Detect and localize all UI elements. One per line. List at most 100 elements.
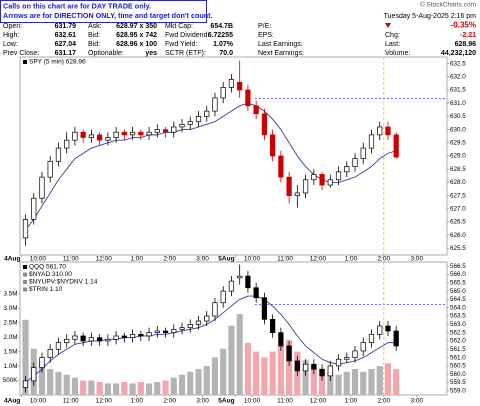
legend-swatch (23, 60, 27, 64)
legend-swatch (23, 287, 27, 292)
candle-body (261, 113, 268, 136)
candle-body (195, 116, 202, 123)
x-tick-label: 12:00 (310, 398, 327, 405)
quote-date: Tuesday 5-Aug-2025 2:16 pm (384, 13, 477, 20)
candle-body (88, 337, 95, 342)
x-tick-label: 1:00 (130, 398, 143, 405)
y-tick-label: 563.5 (450, 313, 466, 320)
candle-body (105, 137, 111, 141)
candle-body (39, 176, 45, 199)
candle-body (80, 335, 86, 342)
quote-value: 628.96 x 100 (116, 41, 157, 48)
y2-tick-label: 2.5M (4, 319, 18, 326)
credit: © StockCharts.com (420, 1, 476, 9)
candle-body (228, 79, 235, 88)
x-tick-label: 3:00 (410, 398, 423, 405)
candle-body (154, 330, 160, 334)
candle-body (368, 134, 375, 149)
candle-body (121, 335, 127, 338)
candle-body (286, 345, 292, 362)
candle-body (31, 197, 37, 220)
quote-label: Last: (385, 41, 400, 48)
candle-body (344, 166, 350, 173)
x-tick-label: 10:00 (30, 256, 47, 263)
x-tick-label: 3:00 (196, 398, 209, 405)
volume-bar (384, 363, 392, 395)
candle-body (187, 121, 193, 125)
x-tick-label: 1:00 (345, 398, 358, 405)
candle-body (360, 342, 366, 352)
x-tick-label: 10:00 (244, 398, 261, 405)
notice-line: Arrows are for DIRECTION ONLY, time and … (3, 11, 213, 20)
candle-body (245, 275, 251, 289)
quote-label: Fwd Yield: (165, 41, 197, 48)
candle-body (113, 131, 119, 138)
volume-bar (343, 371, 350, 395)
candle-body (319, 368, 325, 377)
x-tick-label: 11:00 (277, 398, 293, 405)
candle-body (344, 357, 350, 360)
candle-body (294, 360, 300, 372)
candle-body (261, 297, 268, 320)
candle-body (220, 290, 226, 304)
candle-body (113, 335, 119, 340)
y-tick-label: 632.0 (450, 73, 466, 80)
quote-value: 44,232,120 (441, 50, 476, 57)
candle-body (129, 131, 136, 136)
quote-label: High: (3, 32, 19, 39)
candle-body (385, 325, 391, 332)
candle-body (31, 367, 37, 382)
candle-body (64, 338, 70, 343)
quote-label: Bid: (88, 32, 100, 39)
candle-body (253, 105, 259, 115)
y-tick-label: 627.0 (450, 205, 466, 212)
candle-body (171, 126, 177, 133)
y2-tick-label: 500K (3, 377, 19, 384)
quote-value: -2.21 (460, 32, 476, 39)
y-tick-label: 566.0 (450, 271, 466, 278)
y-tick-label: 564.0 (450, 304, 466, 311)
candle-body (302, 363, 309, 372)
volume-bar (154, 381, 161, 395)
x-tick-label: 10:00 (30, 398, 47, 405)
x-tick-label: 5Aug (218, 256, 234, 263)
candle-body (22, 219, 29, 239)
candle-body (97, 134, 103, 141)
candle-body (47, 160, 53, 178)
candle-body (22, 380, 29, 388)
x-tick-label: 3:00 (196, 256, 209, 263)
quote-value: 628.97 x 350 (116, 23, 157, 30)
volume-bar (277, 345, 284, 395)
volume-bar (187, 371, 194, 395)
y2-tick-label: 2.0M (4, 334, 18, 341)
x-tick-label: 5Aug (218, 398, 234, 405)
candle-body (352, 158, 358, 167)
volume-bar (269, 351, 276, 395)
legend-entry: $TRIN 1.10 (29, 286, 63, 293)
x-tick-label: 11:00 (277, 256, 293, 263)
x-tick-label: 2:00 (163, 398, 176, 405)
y-tick-label: 629.5 (450, 139, 466, 146)
candle-body (171, 328, 177, 334)
volume-bar (63, 374, 70, 395)
y-tick-label: 560.5 (450, 363, 466, 370)
y-tick-label: 632.5 (450, 60, 466, 67)
candle-body (146, 131, 152, 136)
candle-body (121, 131, 127, 136)
quote-value: yes (145, 50, 157, 57)
quote-label: Fwd Dividend: (165, 32, 209, 39)
volume-bar (129, 383, 136, 395)
candle-body (237, 275, 243, 279)
y-tick-label: 626.5 (450, 219, 466, 226)
x-tick-label: 2:00 (378, 398, 391, 405)
panel-frame (19, 56, 448, 256)
y-tick-label: 561.5 (450, 346, 466, 353)
notice-line: Calls on this chart are for DAY TRADE on… (3, 1, 151, 10)
volume-bar (47, 368, 54, 395)
volume-bar (22, 319, 29, 395)
candle-body (377, 325, 383, 335)
volume-bar (96, 381, 103, 395)
x-tick-label: 2:00 (378, 256, 391, 263)
y-tick-label: 559.0 (450, 388, 466, 395)
y-tick-label: 565.5 (450, 279, 466, 286)
